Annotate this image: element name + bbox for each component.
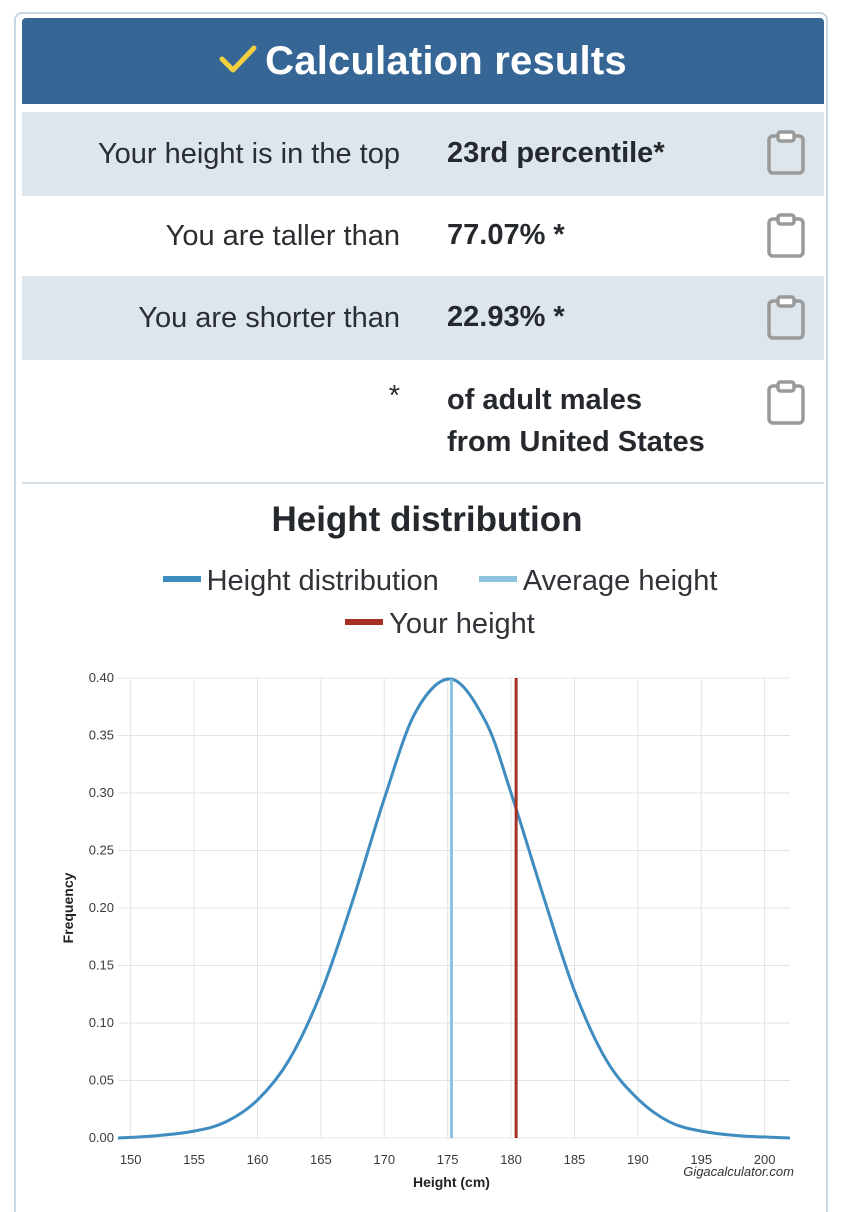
result-row-percentile: Your height is in the top 23rd percentil…: [22, 112, 824, 196]
y-tick-label: 0.10: [89, 1015, 114, 1030]
population-line: from United States: [447, 426, 705, 458]
x-tick-label: 150: [120, 1152, 142, 1167]
x-tick-label: 195: [690, 1152, 712, 1167]
y-tick-label: 0.25: [89, 843, 114, 858]
chart-legend: Height distribution Average height Your …: [60, 560, 820, 646]
legend-swatch: [162, 576, 201, 583]
results-card: [14, 12, 828, 1212]
check-icon: [219, 45, 257, 73]
legend-swatch: [345, 619, 384, 626]
clipboard-icon[interactable]: [766, 295, 806, 341]
x-axis-label: Height (cm): [413, 1174, 490, 1190]
clipboard-icon[interactable]: [766, 213, 806, 259]
y-tick-label: 0.40: [89, 670, 114, 685]
result-label: You are taller than: [165, 219, 400, 252]
x-tick-label: 185: [564, 1152, 586, 1167]
x-tick-label: 190: [627, 1152, 649, 1167]
y-tick-label: 0.20: [89, 900, 114, 915]
watermark-text: Gigacalculator.com: [683, 1164, 794, 1179]
y-axis-label: Frequency: [60, 872, 76, 943]
legend-label: Average height: [522, 565, 718, 597]
footnote-asterisk: *: [388, 380, 400, 412]
y-tick-label: 0.30: [89, 785, 114, 800]
x-tick-label: 165: [310, 1152, 332, 1167]
legend-item-your-height[interactable]: Your height: [345, 603, 535, 646]
legend-item-distribution[interactable]: Height distribution: [162, 560, 439, 603]
x-tick-label: 180: [500, 1152, 522, 1167]
result-row-population: * of adult males from United States: [22, 360, 824, 482]
height-distribution-chart: 150 155 160 165 170 175 180 185 190 195 200 0.00 0.0…: [60, 670, 794, 1190]
y-tick-label: 0.15: [89, 958, 114, 973]
result-label: You are shorter than: [138, 301, 400, 334]
section-divider: [22, 482, 824, 484]
y-tick-label: 0.05: [89, 1073, 114, 1088]
y-tick-label: 0.35: [89, 728, 114, 743]
x-tick-label: 170: [373, 1152, 395, 1167]
result-value: 22.93% *: [447, 301, 565, 333]
chart-title: Height distribution: [271, 500, 583, 539]
legend-swatch: [478, 576, 517, 583]
x-tick-label: 160: [247, 1152, 269, 1167]
result-label: Your height is in the top: [97, 137, 400, 170]
legend-item-average[interactable]: Average height: [478, 560, 718, 603]
y-tick-label: 0.00: [89, 1130, 114, 1145]
result-value: 23rd percentile*: [447, 137, 665, 169]
x-tick-label: 200: [754, 1152, 776, 1167]
result-value: 77.07% *: [447, 219, 565, 251]
results-title: Calculation results: [265, 38, 627, 83]
population-line: of adult males: [447, 384, 642, 416]
clipboard-icon[interactable]: [766, 130, 806, 176]
clipboard-icon[interactable]: [766, 380, 806, 426]
legend-label: Your height: [389, 608, 535, 640]
results-header: Calculation results: [22, 18, 824, 104]
x-tick-label: 175: [437, 1152, 459, 1167]
x-tick-label: 155: [183, 1152, 205, 1167]
population-note: of adult males from United States: [447, 379, 705, 463]
legend-label: Height distribution: [206, 565, 439, 597]
distribution-curve: [117, 677, 791, 1140]
result-row-taller: You are taller than 77.07% *: [22, 196, 824, 276]
result-row-shorter: You are shorter than 22.93% *: [22, 276, 824, 360]
